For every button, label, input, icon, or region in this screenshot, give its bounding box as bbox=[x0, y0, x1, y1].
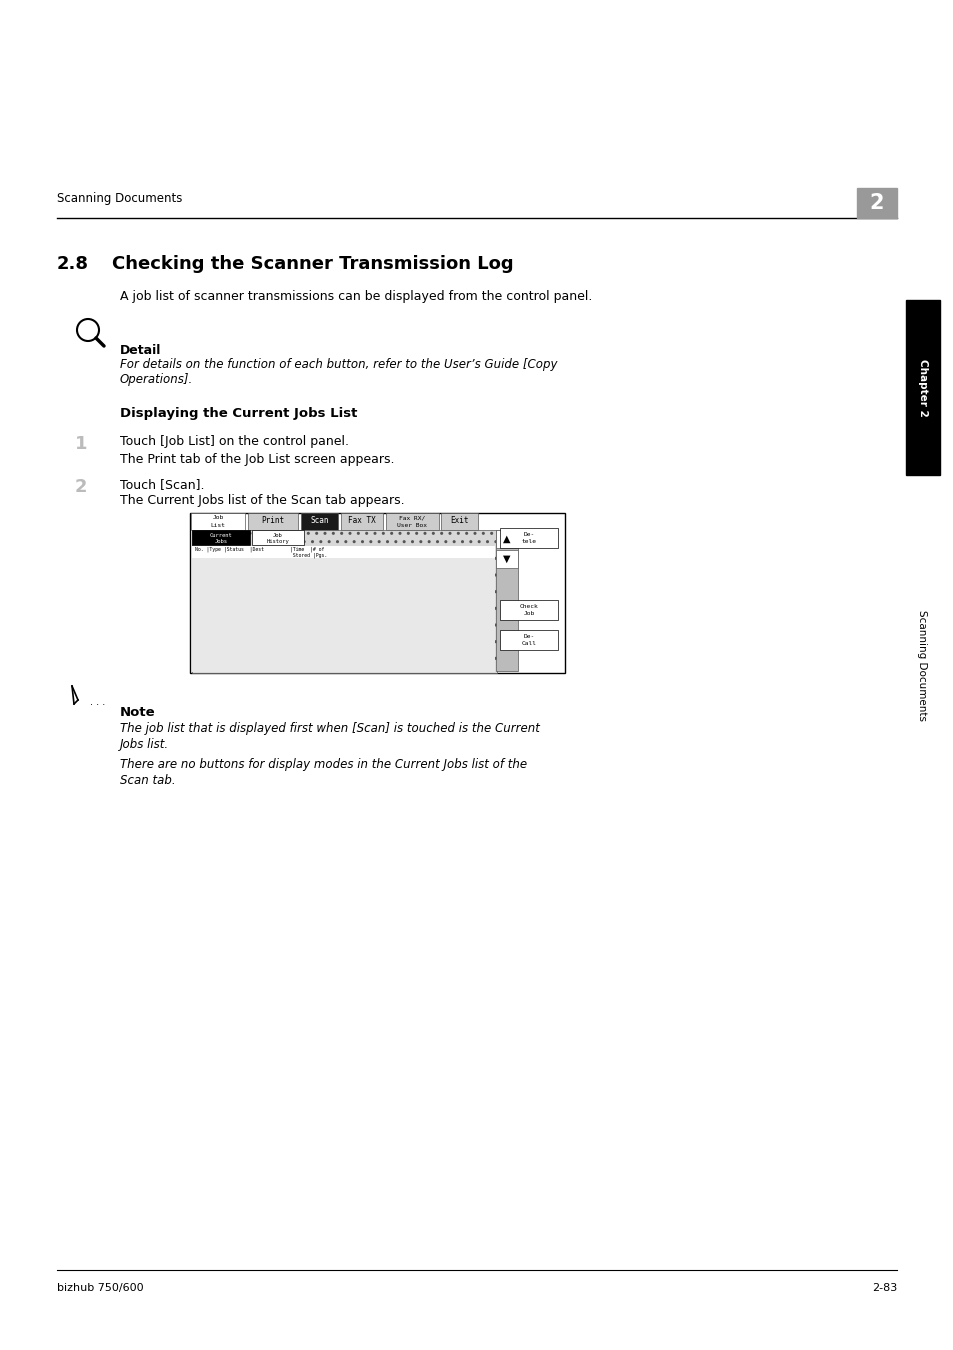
Bar bbox=[301, 513, 337, 531]
Text: No. |Type |Status  |Dest         |Time  |# of: No. |Type |Status |Dest |Time |# of bbox=[194, 547, 324, 552]
Text: Chapter 2: Chapter 2 bbox=[917, 359, 927, 416]
Text: 2: 2 bbox=[869, 193, 883, 213]
Text: Exit: Exit bbox=[450, 516, 468, 525]
Text: De-
tele: De- tele bbox=[521, 532, 536, 544]
Text: 1: 1 bbox=[75, 435, 88, 454]
Text: Scanning Documents: Scanning Documents bbox=[57, 192, 182, 205]
Bar bbox=[191, 513, 245, 531]
Text: De-
Call: De- Call bbox=[521, 634, 536, 645]
Bar bbox=[496, 549, 517, 568]
Text: Operations].: Operations]. bbox=[120, 373, 193, 386]
Text: History: History bbox=[266, 539, 289, 544]
Text: Scanning Documents: Scanning Documents bbox=[916, 609, 926, 721]
Bar bbox=[252, 531, 304, 545]
Text: 2: 2 bbox=[75, 478, 88, 495]
Bar bbox=[192, 558, 495, 672]
Bar bbox=[499, 630, 558, 649]
Text: List: List bbox=[211, 522, 225, 528]
Text: User Box: User Box bbox=[397, 522, 427, 528]
Text: Scan tab.: Scan tab. bbox=[120, 774, 175, 787]
Text: ▼: ▼ bbox=[503, 554, 510, 564]
Text: Check
Job: Check Job bbox=[519, 605, 537, 616]
Bar bbox=[440, 513, 477, 531]
Bar bbox=[386, 513, 438, 531]
Text: Current: Current bbox=[210, 533, 233, 539]
Bar bbox=[190, 513, 564, 674]
Text: Jobs list.: Jobs list. bbox=[120, 738, 169, 751]
Text: Displaying the Current Jobs List: Displaying the Current Jobs List bbox=[120, 406, 357, 420]
Text: Jobs: Jobs bbox=[214, 539, 227, 544]
Bar bbox=[248, 513, 297, 531]
Text: Note: Note bbox=[120, 706, 155, 720]
Text: A job list of scanner transmissions can be displayed from the control panel.: A job list of scanner transmissions can … bbox=[120, 290, 592, 302]
Text: Detail: Detail bbox=[120, 344, 161, 356]
Bar bbox=[499, 599, 558, 620]
Text: Fax TX: Fax TX bbox=[348, 516, 375, 525]
Text: 2-83: 2-83 bbox=[871, 1282, 896, 1293]
Text: 2.8: 2.8 bbox=[57, 255, 89, 273]
Text: Stored |Pgs.: Stored |Pgs. bbox=[194, 554, 327, 559]
Bar bbox=[192, 545, 495, 558]
Text: bizhub 750/600: bizhub 750/600 bbox=[57, 1282, 144, 1293]
Text: For details on the function of each button, refer to the User’s Guide [Copy: For details on the function of each butt… bbox=[120, 358, 557, 371]
Bar bbox=[856, 188, 896, 217]
Text: There are no buttons for display modes in the Current Jobs list of the: There are no buttons for display modes i… bbox=[120, 757, 527, 771]
Text: Job: Job bbox=[273, 533, 283, 539]
Bar bbox=[496, 531, 517, 671]
Text: Print: Print bbox=[261, 516, 284, 525]
Bar bbox=[496, 531, 517, 548]
Text: Checking the Scanner Transmission Log: Checking the Scanner Transmission Log bbox=[112, 255, 513, 273]
Bar bbox=[905, 300, 939, 475]
Text: Scan: Scan bbox=[310, 516, 329, 525]
Text: Job: Job bbox=[213, 514, 223, 520]
Text: . . .: . . . bbox=[90, 697, 105, 707]
Bar bbox=[192, 531, 250, 545]
Text: Touch [Job List] on the control panel.: Touch [Job List] on the control panel. bbox=[120, 435, 349, 448]
Text: ▲: ▲ bbox=[503, 535, 510, 544]
Bar bbox=[499, 528, 558, 548]
Text: The Print tab of the Job List screen appears.: The Print tab of the Job List screen app… bbox=[120, 454, 395, 466]
Text: The job list that is displayed first when [Scan] is touched is the Current: The job list that is displayed first whe… bbox=[120, 722, 539, 734]
Bar bbox=[340, 513, 382, 531]
Text: Touch [Scan].: Touch [Scan]. bbox=[120, 478, 204, 491]
Text: Fax RX/: Fax RX/ bbox=[399, 514, 425, 520]
Bar bbox=[192, 531, 497, 674]
Text: The Current Jobs list of the Scan tab appears.: The Current Jobs list of the Scan tab ap… bbox=[120, 494, 404, 508]
